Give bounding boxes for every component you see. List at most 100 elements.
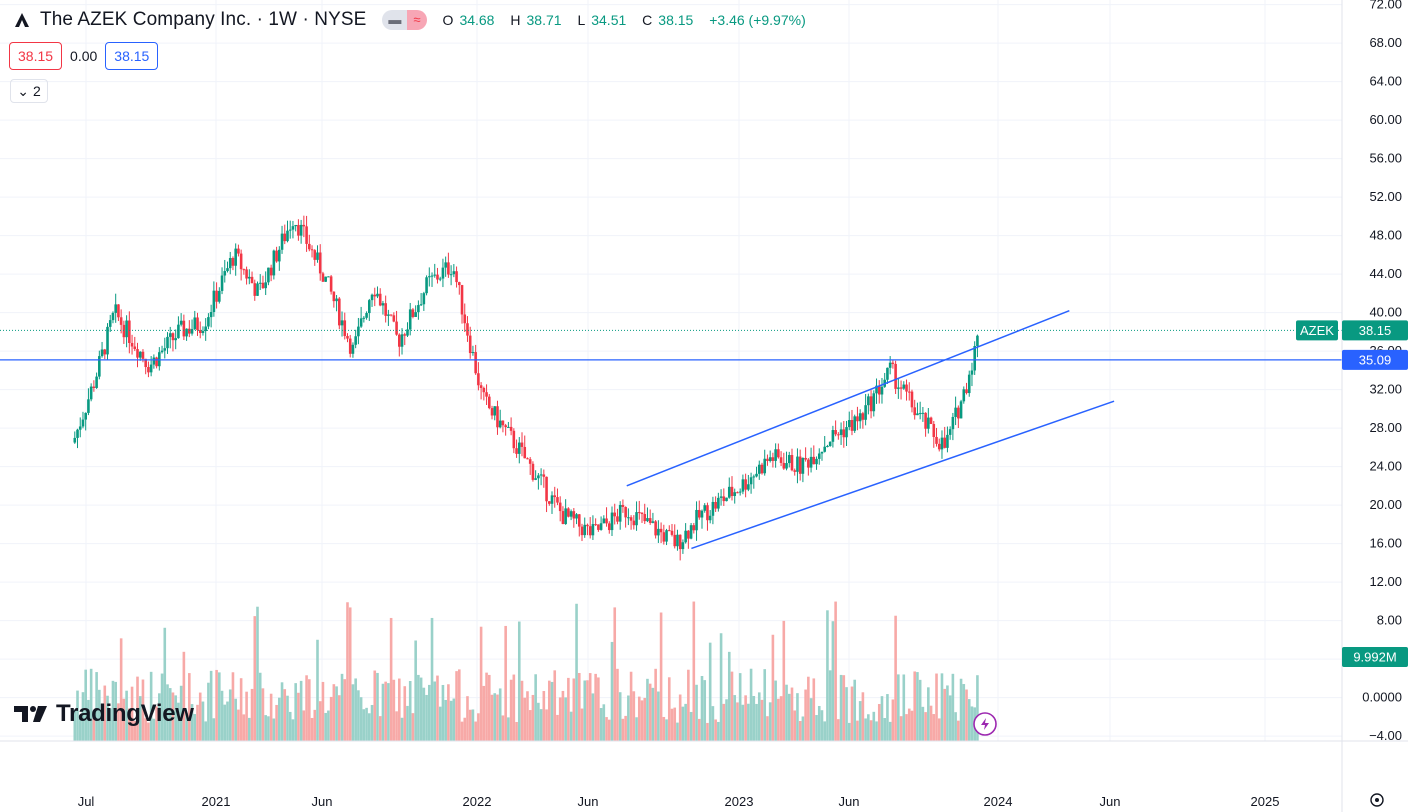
- time-axis[interactable]: Jul 2021 Jun 2022 Jun 2023 Jun 2024 Jun 2025: [78, 793, 1384, 809]
- candle-body: [117, 304, 120, 318]
- open-value: 34.68: [459, 12, 495, 28]
- candle-body: [812, 456, 816, 465]
- volume-bar: [853, 679, 857, 741]
- indicators-toggle[interactable]: ⌄ 2: [10, 79, 48, 103]
- drawings[interactable]: [0, 309, 1342, 550]
- volume-bar: [403, 686, 407, 741]
- candle-body: [804, 457, 807, 460]
- candle-body: [313, 250, 317, 260]
- candle-body: [204, 326, 207, 332]
- volume-bar: [738, 673, 742, 741]
- candle-body: [733, 492, 737, 497]
- candle-body: [84, 412, 87, 420]
- volume-bar: [190, 704, 194, 741]
- candle-body: [182, 320, 186, 337]
- price-tick-label: 44.00: [1369, 266, 1402, 281]
- volume-bar: [768, 702, 772, 741]
- volume-bar: [875, 721, 878, 741]
- candle-body: [766, 458, 769, 462]
- candle-body: [417, 305, 420, 313]
- candle-body: [406, 329, 409, 336]
- volume-bar: [872, 711, 876, 741]
- volume-bar: [291, 719, 295, 741]
- candle-body: [665, 530, 668, 542]
- candle-body: [250, 276, 254, 284]
- sell-button[interactable]: 38.15: [9, 42, 63, 70]
- volume-bar: [512, 674, 516, 741]
- candle-body: [368, 300, 371, 314]
- low-value: 34.51: [591, 12, 627, 28]
- volume-bar: [637, 696, 641, 741]
- volume-bar: [471, 709, 475, 741]
- volume-bar: [976, 675, 979, 741]
- volume-bar: [381, 683, 385, 741]
- volume-bar: [468, 709, 472, 741]
- volume-bar: [886, 694, 889, 741]
- candle-body: [427, 276, 431, 278]
- volume-bar: [888, 721, 892, 741]
- candle-body: [651, 521, 655, 523]
- volume-bar: [343, 679, 347, 741]
- volume-bar: [149, 671, 153, 741]
- volume-bar: [629, 671, 633, 741]
- volume-bar: [957, 720, 960, 741]
- price-tick-label: 40.00: [1369, 305, 1402, 320]
- volume-bar: [646, 678, 649, 741]
- candle-body: [627, 517, 630, 519]
- volume-bar: [837, 719, 840, 741]
- candle-body: [684, 530, 687, 543]
- volume-bar: [648, 683, 652, 741]
- volume-bar: [812, 678, 816, 741]
- candle-body: [771, 457, 775, 461]
- candle-body: [174, 338, 177, 341]
- volume-bar: [526, 691, 529, 741]
- volume-bar: [820, 710, 824, 741]
- volume-bar: [430, 617, 434, 741]
- lightning-icon[interactable]: [973, 712, 997, 736]
- candle-body: [149, 364, 153, 373]
- volume-bar: [877, 704, 881, 741]
- volume-bar: [438, 706, 442, 741]
- candle-body: [602, 518, 606, 524]
- candle-body: [403, 334, 407, 336]
- candle-body: [310, 249, 314, 251]
- volume-bar: [796, 693, 799, 741]
- market-status-pill[interactable]: ▬ ≈: [382, 10, 427, 30]
- volume-bar: [425, 694, 428, 741]
- candle-body: [248, 276, 251, 279]
- volume-bar: [193, 714, 197, 741]
- candle-body: [144, 358, 147, 368]
- volume-bar: [959, 678, 963, 741]
- volume-bar: [692, 601, 696, 741]
- volume-bar: [785, 684, 788, 741]
- candle-body: [430, 275, 434, 277]
- volume-bar: [597, 677, 600, 741]
- volume-bar: [466, 696, 469, 741]
- tradingview-logo[interactable]: TradingView: [14, 700, 194, 728]
- volume-bar: [288, 711, 292, 741]
- candle-body: [687, 530, 690, 539]
- candle-body: [351, 344, 355, 354]
- volume-bar: [73, 709, 77, 741]
- volume-bar: [515, 721, 518, 741]
- candle-body: [741, 479, 745, 492]
- volume-bar: [517, 621, 521, 741]
- settings-gear-icon[interactable]: [1370, 793, 1384, 807]
- volume-bar: [744, 695, 747, 741]
- volume-bar: [567, 677, 570, 741]
- candle-body: [823, 446, 827, 452]
- candle-body: [738, 491, 742, 493]
- symbol-title[interactable]: The AZEK Company Inc. · 1W · NYSE: [40, 9, 367, 30]
- candle-body: [378, 293, 382, 306]
- buy-button[interactable]: 38.15: [105, 42, 159, 70]
- candle-body: [537, 475, 540, 479]
- volume-bar: [308, 679, 311, 741]
- volume-bar: [951, 673, 955, 741]
- candle-body: [111, 312, 115, 321]
- volume-bar: [643, 697, 647, 741]
- candle-body: [515, 448, 518, 454]
- volume-bar: [700, 675, 704, 741]
- candle-body: [918, 413, 922, 415]
